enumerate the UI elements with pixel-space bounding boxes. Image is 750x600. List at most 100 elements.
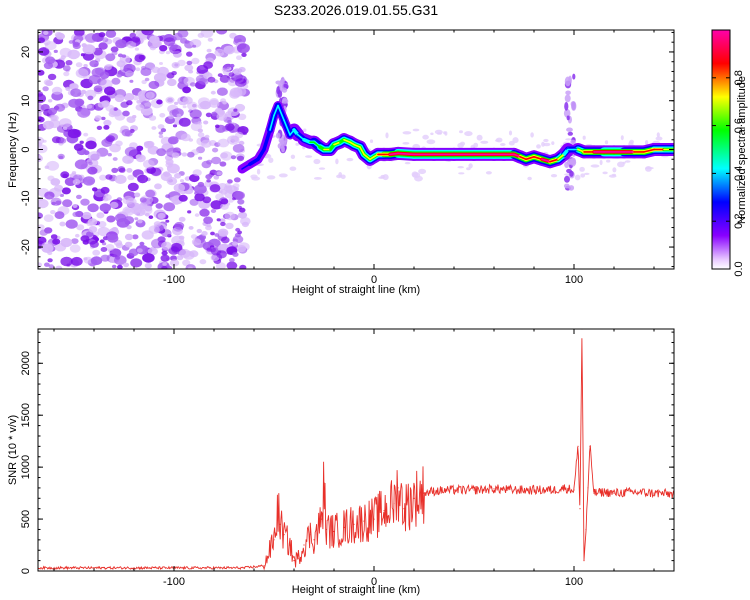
y-tick-label: 0 [20,146,32,152]
noise-blob [223,64,231,70]
noise-blob [166,177,178,186]
noise-blob [233,108,238,112]
noise-blob [145,140,155,148]
noise-blob [157,124,165,130]
noise-blob [65,86,71,91]
noise-blob [495,137,503,143]
noise-blob [236,55,242,60]
ridge-segment [297,134,305,141]
ridge-segment [333,141,341,146]
noise-blob [132,95,139,101]
noise-blob [140,67,152,76]
noise-blob [47,107,58,115]
noise-blob [59,138,67,144]
ridge-segment [533,156,543,161]
noise-blob [75,62,83,68]
noise-blob [192,44,197,48]
noise-blob [580,173,586,178]
noise-blob [155,203,163,209]
snr-point [93,567,95,569]
noise-blob [116,71,123,78]
noise-blob [122,195,134,205]
noise-blob [206,159,213,165]
noise-blob [536,144,541,149]
noise-blob [268,157,274,163]
noise-blob [402,131,412,135]
noise-blob [620,135,624,141]
ridge-segment [283,119,291,136]
noise-blob [101,116,106,121]
noise-blob [60,237,73,248]
noise-blob [137,219,143,224]
ridge-segment [241,163,251,170]
snr-point [533,489,535,491]
noise-blob [159,62,163,65]
noise-blob [114,174,127,184]
noise-blob [48,99,53,103]
snr-xlabel: Height of straight line (km) [292,584,420,596]
snr-point [277,508,279,510]
noise-blob [71,171,77,175]
noise-blob [197,132,205,138]
noise-blob [153,221,162,227]
noise-blob [165,51,171,55]
noise-blob [166,72,175,79]
noise-blob [468,163,473,169]
noise-blob [216,30,228,35]
noise-blob [211,156,222,165]
noise-blob [105,104,115,112]
noise-blob [213,175,220,180]
noise-blob [161,265,168,269]
noise-blob [582,135,586,140]
ridge-segment [249,158,259,165]
noise-blob [136,99,142,104]
noise-blob [318,167,326,170]
snr-point [587,487,589,489]
noise-blob [153,72,167,83]
noise-blob [38,47,50,56]
noise-blob [617,161,625,168]
noise-blob [104,64,112,71]
noise-blob [227,179,233,184]
noise-blob [165,194,171,199]
noise-blob [42,86,49,92]
noise-blob [100,247,108,252]
noise-blob [171,152,180,159]
noise-blob [178,235,185,240]
noise-blob [197,97,211,107]
noise-blob [105,174,113,180]
snr-point [573,489,575,491]
noise-blob [96,212,105,219]
noise-blob [50,197,62,206]
noise-blob [71,238,79,245]
noise-blob [65,219,78,229]
noise-blob [132,234,139,240]
spectrogram-ridge [237,101,674,174]
noise-blob [241,52,247,58]
snr-point [563,487,565,489]
noise-blob [404,161,411,165]
noise-blob [79,140,84,144]
ridge-segment [389,152,399,156]
ridge-segment [269,114,275,131]
noise-blob [94,115,102,121]
noise-blob [63,71,70,77]
noise-blob [186,51,193,57]
noise-blob [89,240,99,248]
ridge-segment [277,104,285,121]
x-tick-label: 0 [371,274,377,286]
noise-blob [203,120,209,125]
noise-blob [214,48,225,57]
noise-blob [527,176,532,181]
noise-blob [45,56,56,65]
noise-blob [122,110,130,117]
noise-blob [125,70,134,77]
noise-blob [230,155,237,160]
ridge-segment [359,146,365,156]
noise-blob [50,178,61,186]
noise-blob [156,148,167,157]
noise-blob [236,245,247,253]
noise-blob [143,159,155,169]
noise-blob [99,174,107,181]
